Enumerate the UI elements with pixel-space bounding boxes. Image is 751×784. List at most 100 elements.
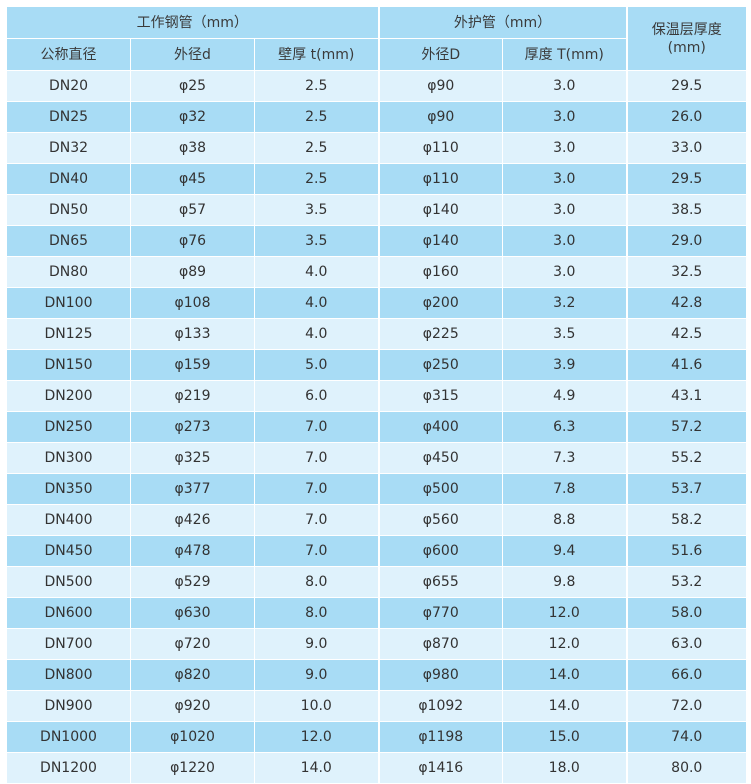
cell-wall-thickness: 8.0	[254, 597, 379, 629]
cell-wall-thickness: 6.0	[254, 380, 379, 412]
cell-wall-thickness: 5.0	[254, 349, 379, 381]
cell-insulation-thickness: 51.6	[625, 535, 747, 567]
header-insulation-line2: (mm)	[667, 39, 706, 56]
cell-outer-diameter-D: φ1416	[377, 752, 503, 784]
cell-thickness-T: 12.0	[502, 628, 627, 660]
cell-insulation-thickness: 58.0	[625, 597, 747, 629]
cell-nominal-diameter: DN300	[6, 442, 131, 474]
cell-nominal-diameter: DN350	[6, 473, 131, 505]
cell-insulation-thickness: 41.6	[625, 349, 747, 381]
table-row: DN250 φ273 7.0 φ400 6.3 57.2	[6, 411, 747, 443]
cell-outer-diameter-d: φ133	[130, 318, 255, 350]
cell-insulation-thickness: 29.5	[625, 163, 747, 195]
cell-outer-diameter-d: φ32	[130, 101, 255, 133]
table-row: DN450 φ478 7.0 φ600 9.4 51.6	[6, 535, 747, 567]
table-row: DN25 φ32 2.5 φ90 3.0 26.0	[6, 101, 747, 133]
cell-outer-diameter-d: φ529	[130, 566, 255, 598]
cell-outer-diameter-d: φ720	[130, 628, 255, 660]
header-outer-diameter-D: 外径D	[377, 38, 503, 71]
cell-outer-diameter-D: φ110	[377, 163, 503, 195]
cell-wall-thickness: 9.0	[254, 628, 379, 660]
cell-nominal-diameter: DN65	[6, 225, 131, 257]
cell-thickness-T: 14.0	[502, 690, 627, 722]
table-row: DN20 φ25 2.5 φ90 3.0 29.5	[6, 70, 747, 102]
cell-outer-diameter-d: φ426	[130, 504, 255, 536]
cell-outer-diameter-d: φ108	[130, 287, 255, 319]
table-row: DN200 φ219 6.0 φ315 4.9 43.1	[6, 380, 747, 412]
header-wall-thickness: 壁厚 t(mm)	[254, 38, 379, 71]
cell-insulation-thickness: 26.0	[625, 101, 747, 133]
cell-nominal-diameter: DN20	[6, 70, 131, 102]
cell-wall-thickness: 4.0	[254, 318, 379, 350]
cell-outer-diameter-d: φ478	[130, 535, 255, 567]
table-row: DN32 φ38 2.5 φ110 3.0 33.0	[6, 132, 747, 164]
cell-thickness-T: 12.0	[502, 597, 627, 629]
cell-outer-diameter-d: φ38	[130, 132, 255, 164]
cell-wall-thickness: 2.5	[254, 132, 379, 164]
table-row: DN1000 φ1020 12.0 φ1198 15.0 74.0	[6, 721, 747, 753]
cell-wall-thickness: 4.0	[254, 287, 379, 319]
cell-thickness-T: 3.9	[502, 349, 627, 381]
cell-nominal-diameter: DN1000	[6, 721, 131, 753]
table-row: DN400 φ426 7.0 φ560 8.8 58.2	[6, 504, 747, 536]
cell-insulation-thickness: 32.5	[625, 256, 747, 288]
table-row: DN50 φ57 3.5 φ140 3.0 38.5	[6, 194, 747, 226]
cell-nominal-diameter: DN25	[6, 101, 131, 133]
cell-outer-diameter-d: φ920	[130, 690, 255, 722]
cell-outer-diameter-D: φ600	[377, 535, 503, 567]
cell-nominal-diameter: DN900	[6, 690, 131, 722]
table-row: DN40 φ45 2.5 φ110 3.0 29.5	[6, 163, 747, 195]
cell-thickness-T: 7.8	[502, 473, 627, 505]
cell-nominal-diameter: DN400	[6, 504, 131, 536]
cell-outer-diameter-D: φ315	[377, 380, 503, 412]
cell-insulation-thickness: 53.2	[625, 566, 747, 598]
cell-insulation-thickness: 80.0	[625, 752, 747, 784]
cell-outer-diameter-D: φ90	[377, 70, 503, 102]
cell-wall-thickness: 8.0	[254, 566, 379, 598]
table-row: DN700 φ720 9.0 φ870 12.0 63.0	[6, 628, 747, 660]
cell-wall-thickness: 3.5	[254, 194, 379, 226]
cell-outer-diameter-D: φ1092	[377, 690, 503, 722]
table-row: DN1200 φ1220 14.0 φ1416 18.0 80.0	[6, 752, 747, 784]
cell-wall-thickness: 12.0	[254, 721, 379, 753]
cell-thickness-T: 9.8	[502, 566, 627, 598]
cell-outer-diameter-D: φ870	[377, 628, 503, 660]
cell-thickness-T: 3.0	[502, 163, 627, 195]
cell-wall-thickness: 2.5	[254, 101, 379, 133]
header-outer-diameter-d: 外径d	[130, 38, 255, 71]
cell-thickness-T: 3.0	[502, 132, 627, 164]
table-row: DN350 φ377 7.0 φ500 7.8 53.7	[6, 473, 747, 505]
header-insulation-thickness: 保温层厚度 (mm)	[625, 6, 747, 71]
cell-wall-thickness: 7.0	[254, 473, 379, 505]
cell-outer-diameter-d: φ325	[130, 442, 255, 474]
cell-outer-diameter-D: φ200	[377, 287, 503, 319]
cell-outer-diameter-D: φ160	[377, 256, 503, 288]
cell-outer-diameter-d: φ45	[130, 163, 255, 195]
cell-wall-thickness: 9.0	[254, 659, 379, 691]
cell-outer-diameter-d: φ1020	[130, 721, 255, 753]
cell-insulation-thickness: 29.0	[625, 225, 747, 257]
cell-insulation-thickness: 72.0	[625, 690, 747, 722]
cell-outer-diameter-d: φ377	[130, 473, 255, 505]
cell-insulation-thickness: 58.2	[625, 504, 747, 536]
cell-nominal-diameter: DN50	[6, 194, 131, 226]
cell-nominal-diameter: DN450	[6, 535, 131, 567]
cell-nominal-diameter: DN500	[6, 566, 131, 598]
cell-wall-thickness: 7.0	[254, 535, 379, 567]
cell-nominal-diameter: DN100	[6, 287, 131, 319]
header-thickness-T: 厚度 T(mm)	[502, 38, 627, 71]
cell-nominal-diameter: DN150	[6, 349, 131, 381]
cell-outer-diameter-D: φ450	[377, 442, 503, 474]
cell-nominal-diameter: DN700	[6, 628, 131, 660]
cell-outer-diameter-d: φ273	[130, 411, 255, 443]
cell-insulation-thickness: 66.0	[625, 659, 747, 691]
cell-wall-thickness: 10.0	[254, 690, 379, 722]
cell-thickness-T: 3.0	[502, 101, 627, 133]
cell-thickness-T: 9.4	[502, 535, 627, 567]
cell-wall-thickness: 7.0	[254, 442, 379, 474]
cell-thickness-T: 15.0	[502, 721, 627, 753]
cell-thickness-T: 14.0	[502, 659, 627, 691]
cell-wall-thickness: 7.0	[254, 504, 379, 536]
cell-outer-diameter-D: φ655	[377, 566, 503, 598]
